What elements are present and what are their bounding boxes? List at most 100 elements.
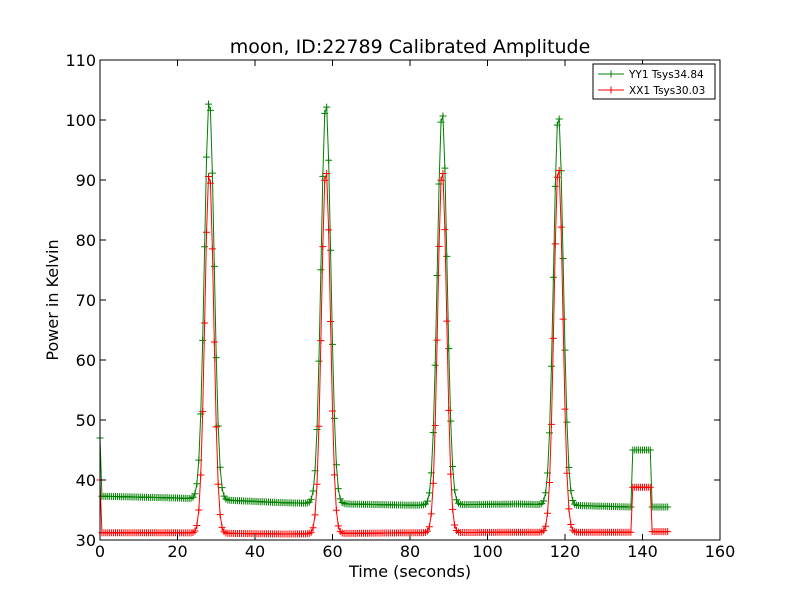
data-point <box>561 405 569 413</box>
data-point <box>325 226 333 234</box>
data-point <box>201 319 209 327</box>
data-point <box>540 497 548 505</box>
data-point <box>329 340 336 348</box>
data-point <box>323 103 331 111</box>
data-point <box>423 527 431 535</box>
data-point <box>332 506 340 514</box>
data-point <box>555 167 563 175</box>
data-point <box>336 495 344 503</box>
legend-swatch-marker <box>607 70 615 78</box>
data-point <box>329 407 336 415</box>
y-tick-label: 40 <box>76 471 96 490</box>
data-point <box>441 164 449 172</box>
data-point <box>646 446 654 454</box>
y-tick-label: 100 <box>65 111 96 130</box>
data-point <box>435 242 443 250</box>
data-point <box>664 528 672 536</box>
data-point <box>191 527 199 535</box>
data-point <box>210 338 218 346</box>
data-point <box>197 471 205 479</box>
data-point <box>441 226 449 234</box>
data-point <box>549 273 557 281</box>
data-point <box>208 169 216 177</box>
data-point <box>453 496 460 504</box>
y-tick-label: 30 <box>76 531 96 550</box>
tick-layer: 0 20 40 60 80 100 120 140 160 30 40 50 60 70 80 90 100 11… <box>65 51 735 561</box>
data-point <box>567 487 575 495</box>
data-point <box>210 262 218 270</box>
plot-background <box>100 60 720 540</box>
data-point <box>429 428 437 436</box>
y-tick-label: 90 <box>76 171 96 190</box>
data-point <box>427 510 435 518</box>
x-tick-label: 140 <box>627 542 658 561</box>
data-point <box>435 180 443 188</box>
data-point <box>309 524 317 532</box>
data-point <box>212 354 220 362</box>
data-point <box>425 523 433 531</box>
data-point <box>443 252 451 260</box>
data-point <box>559 254 567 262</box>
data-point <box>569 497 577 505</box>
legend: YY1 Tsys34.84 XX1 Tsys30.03 <box>592 63 716 100</box>
data-point <box>563 418 571 426</box>
data-point <box>447 417 455 425</box>
data-point <box>327 246 335 254</box>
data-point <box>315 357 323 365</box>
y-tick-label: 70 <box>76 291 96 310</box>
data-point <box>317 266 325 274</box>
plot-area: 0 20 40 60 80 100 120 140 160 30 40 50 60 70 80 90 100 11… <box>65 51 735 561</box>
data-point <box>193 480 201 488</box>
data-point <box>449 505 457 513</box>
data-point <box>206 106 214 114</box>
data-point <box>542 522 550 530</box>
legend-label: XX1 Tsys30.03 <box>629 85 705 97</box>
y-tick-label: 50 <box>76 411 96 430</box>
data-point <box>205 172 212 180</box>
data-point <box>561 346 569 354</box>
data-point <box>627 528 635 536</box>
data-point <box>451 486 459 494</box>
data-point <box>311 511 319 519</box>
data-point <box>321 109 329 117</box>
chart-title: moon, ID:22789 Calibrated Amplitude <box>230 36 591 58</box>
series-1 <box>96 100 672 511</box>
data-point <box>439 112 447 120</box>
legend-swatch-marker <box>607 86 615 94</box>
data-point <box>330 414 338 422</box>
data-point <box>451 521 459 529</box>
data-point <box>546 429 553 437</box>
data-point <box>191 490 199 498</box>
data-point <box>542 489 550 497</box>
data-point <box>540 527 548 535</box>
data-point <box>557 223 565 231</box>
x-tick-label: 60 <box>322 542 342 561</box>
data-point <box>208 245 216 253</box>
data-point <box>433 336 441 344</box>
data-point <box>327 317 335 325</box>
data-point <box>551 240 559 248</box>
series-layer <box>96 100 672 538</box>
data-point <box>547 420 555 428</box>
data-point <box>563 469 571 477</box>
legend-entry: YY1 Tsys34.84 <box>598 69 704 81</box>
data-point <box>214 480 222 488</box>
x-tick-label: 0 <box>95 542 105 561</box>
x-tick-label: 100 <box>472 542 503 561</box>
data-point <box>205 100 212 108</box>
data-point <box>559 315 567 323</box>
data-point <box>195 506 203 514</box>
data-point <box>429 479 437 487</box>
data-point <box>437 118 445 126</box>
data-point <box>544 509 552 517</box>
data-point <box>565 505 573 513</box>
data-point <box>664 503 672 511</box>
x-axis-label: Time (seconds) <box>348 562 471 581</box>
data-point <box>334 485 342 493</box>
y-tick-label: 110 <box>65 51 96 70</box>
data-point <box>549 334 557 342</box>
legend-entries: YY1 Tsys34.84 XX1 Tsys30.03 <box>598 69 705 97</box>
data-point <box>627 503 635 511</box>
data-point <box>317 337 325 345</box>
